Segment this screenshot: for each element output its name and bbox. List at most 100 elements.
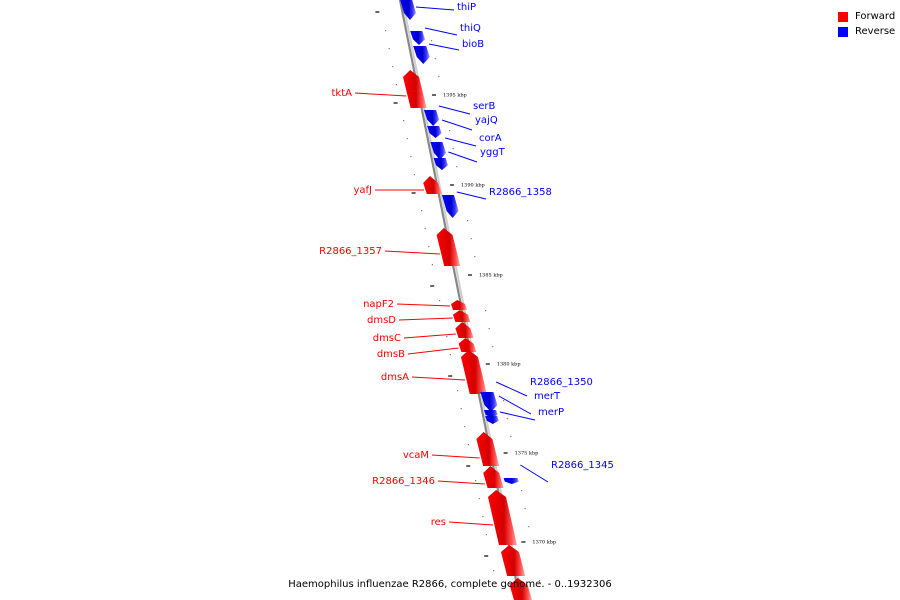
gene-glyph-unlabeled[interactable] xyxy=(509,578,532,600)
gene-glyph-thiQ[interactable] xyxy=(410,31,425,45)
minor-tick xyxy=(395,84,397,86)
gene-label-tktA[interactable]: tktA xyxy=(332,88,353,99)
gene-label-R2866_1345[interactable]: R2866_1345 xyxy=(551,460,614,471)
reverse-swatch xyxy=(838,26,848,37)
gene-label-R2866_1350[interactable]: R2866_1350 xyxy=(530,377,593,388)
minor-tick xyxy=(431,264,433,266)
gene-label-R2866_1358[interactable]: R2866_1358 xyxy=(489,187,552,198)
gene-glyph-serB[interactable] xyxy=(424,110,440,126)
gene-glyph-R2866_1350[interactable] xyxy=(480,392,498,412)
legend-reverse-label: Reverse xyxy=(855,26,896,37)
gene-glyph-dmsC[interactable] xyxy=(455,322,474,338)
minor-tick xyxy=(421,210,423,212)
gene-label-R2866_1357[interactable]: R2866_1357 xyxy=(319,246,382,257)
minor-tick xyxy=(449,354,451,356)
gene-glyph-tktA[interactable] xyxy=(403,70,427,108)
legend: Forward Reverse xyxy=(838,9,895,39)
label-leader-merT xyxy=(498,395,532,415)
gene-label-bioB[interactable]: bioB xyxy=(462,39,484,50)
genome-caption: Haemophilus influenzae R2866, complete g… xyxy=(288,579,612,590)
minor-tick xyxy=(467,444,469,446)
tick-label: 1395 kbp xyxy=(443,93,467,99)
gene-label-dmsA[interactable]: dmsA xyxy=(381,372,409,383)
minor-tick xyxy=(410,156,412,158)
minor-tick xyxy=(438,76,440,78)
label-leader-bioB xyxy=(428,43,460,51)
label-leader-serB xyxy=(438,105,471,115)
gene-glyph-yafJ[interactable] xyxy=(423,176,442,194)
label-leader-merP xyxy=(499,411,536,421)
gene-glyph-R2866_1358[interactable] xyxy=(442,195,459,218)
gene-label-res[interactable]: res xyxy=(431,517,446,528)
gene-glyph-R2866_1357[interactable] xyxy=(436,228,461,266)
gene-glyph-res[interactable] xyxy=(488,490,517,545)
minor-tick xyxy=(446,336,448,338)
genes xyxy=(400,0,532,600)
gene-glyph-unlabeled[interactable] xyxy=(501,545,526,576)
label-leader-thiQ xyxy=(424,27,458,36)
gene-glyph-bioB[interactable] xyxy=(413,46,430,64)
label-leader-corA xyxy=(445,137,477,147)
gene-label-dmsB[interactable]: dmsB xyxy=(377,349,405,360)
gene-glyph-thiP[interactable] xyxy=(400,0,416,20)
gene-glyph-napF2[interactable] xyxy=(451,300,467,310)
minor-tick xyxy=(452,148,454,150)
gene-label-vcaM[interactable]: vcaM xyxy=(403,450,429,461)
minor-tick xyxy=(385,30,387,32)
gene-glyph-R2866_1345[interactable] xyxy=(503,478,519,484)
minor-tick xyxy=(478,498,480,500)
gene-label-corA[interactable]: corA xyxy=(479,133,502,144)
label-leader-R2866_1346 xyxy=(437,480,485,485)
minor-tick xyxy=(474,256,476,258)
gene-label-R2866_1346[interactable]: R2866_1346 xyxy=(372,476,435,487)
gene-glyph-dmsD[interactable] xyxy=(453,310,471,322)
label-leader-R2866_1357 xyxy=(384,250,440,255)
minor-tick xyxy=(431,40,433,42)
gene-glyph-yajQ[interactable] xyxy=(427,126,442,138)
label-leader-R2866_1350 xyxy=(495,381,528,397)
tick-label: 1370 kbp xyxy=(532,540,556,546)
label-leader-yajQ xyxy=(441,119,473,131)
gene-glyph-vcaM[interactable] xyxy=(476,432,500,466)
minor-tick xyxy=(449,130,451,132)
gene-label-thiP[interactable]: thiP xyxy=(457,2,476,13)
gene-label-yafJ[interactable]: yafJ xyxy=(353,185,372,196)
minor-tick xyxy=(506,418,508,420)
gene-label-thiQ[interactable]: thiQ xyxy=(460,23,481,34)
gene-glyph-merP[interactable] xyxy=(485,416,499,424)
forward-swatch xyxy=(838,11,848,22)
gene-glyph-dmsA[interactable] xyxy=(461,350,487,394)
minor-tick xyxy=(388,48,390,50)
gene-label-napF2[interactable]: napF2 xyxy=(363,299,394,310)
gene-glyph-R2866_1346[interactable] xyxy=(483,466,504,488)
minor-tick xyxy=(457,390,459,392)
minor-tick xyxy=(493,570,495,572)
label-leader-vcaM xyxy=(431,454,480,459)
gene-label-yajQ[interactable]: yajQ xyxy=(475,115,498,126)
gene-label-merT[interactable]: merT xyxy=(534,391,561,402)
label-leader-yggT xyxy=(448,151,478,163)
gene-label-merP[interactable]: merP xyxy=(538,407,564,418)
minor-tick xyxy=(464,426,466,428)
tick-label: 1385 kbp xyxy=(479,273,503,279)
gene-glyph-yggT[interactable] xyxy=(433,158,448,170)
minor-tick xyxy=(510,436,512,438)
minor-tick xyxy=(424,228,426,230)
gene-label-dmsD[interactable]: dmsD xyxy=(367,315,396,326)
label-leader-napF2 xyxy=(396,303,451,307)
gene-glyph-dmsB[interactable] xyxy=(458,338,477,352)
gene-label-yggT[interactable]: yggT xyxy=(480,147,506,158)
minor-tick xyxy=(485,534,487,536)
minor-tick xyxy=(539,580,541,582)
label-leader-R2866_1358 xyxy=(456,191,487,200)
gene-glyph-corA[interactable] xyxy=(430,142,446,160)
label-leader-tktA xyxy=(354,92,407,97)
minor-tick xyxy=(403,120,405,122)
minor-tick xyxy=(470,238,472,240)
legend-forward-label: Forward xyxy=(855,11,896,22)
minor-tick xyxy=(521,490,523,492)
minor-tick xyxy=(392,66,394,68)
gene-label-dmsC[interactable]: dmsC xyxy=(373,333,401,344)
gene-label-serB[interactable]: serB xyxy=(473,101,495,112)
